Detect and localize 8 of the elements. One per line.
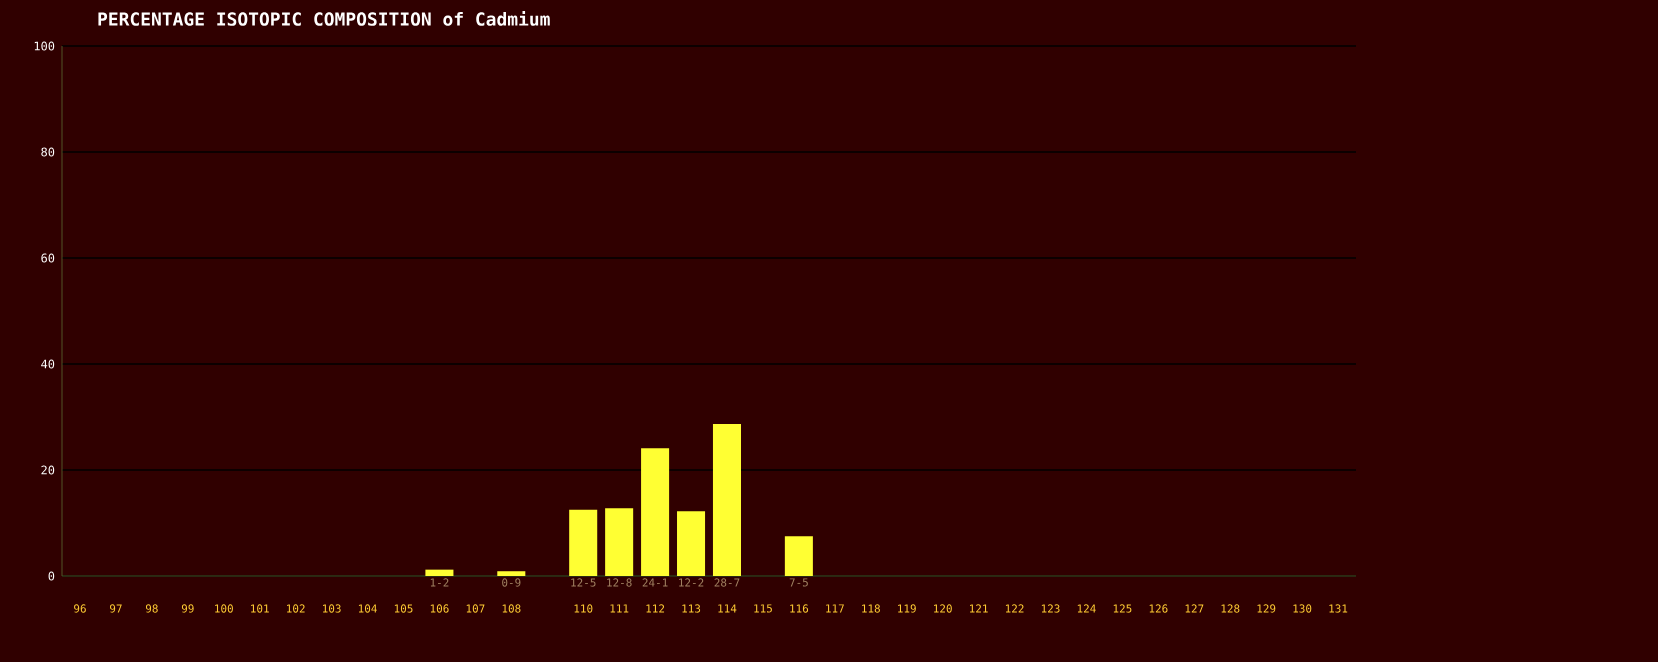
bar (569, 509, 598, 576)
bar (641, 448, 670, 576)
chart-title: PERCENTAGE ISOTOPIC COMPOSITION of Cadmium (98, 11, 550, 26)
bar (605, 508, 634, 576)
bar (425, 569, 454, 576)
bar (712, 423, 741, 576)
bar (784, 536, 813, 576)
bar (677, 511, 706, 576)
